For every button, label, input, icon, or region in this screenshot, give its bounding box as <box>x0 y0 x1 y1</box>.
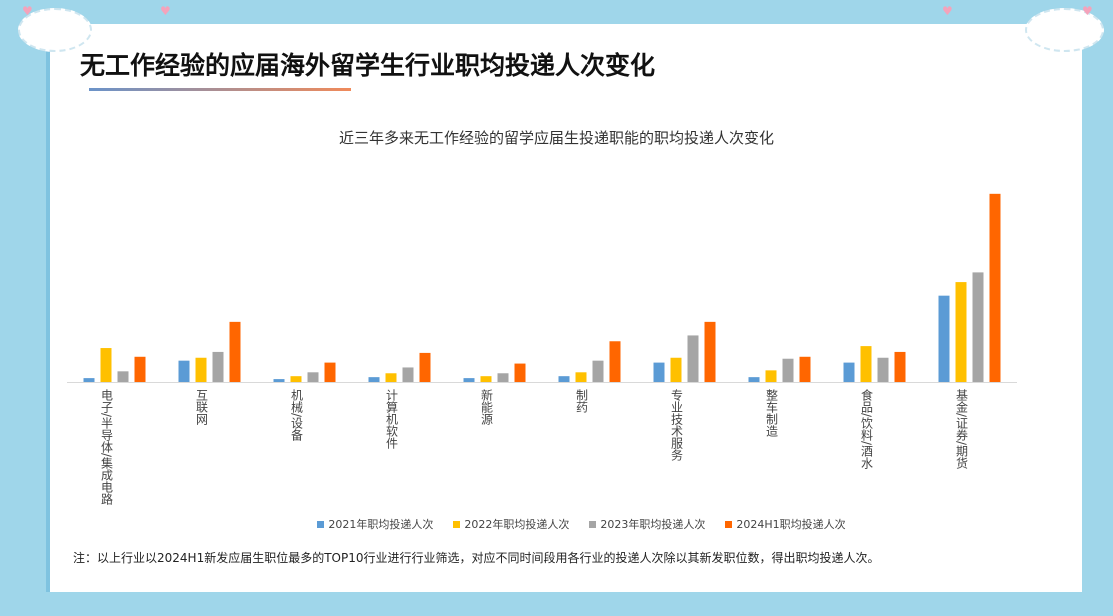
bar <box>653 362 665 382</box>
bar <box>273 379 285 382</box>
bar <box>402 367 414 382</box>
bar <box>497 373 509 382</box>
category-label: 基金/证券/期货 <box>954 389 969 470</box>
bar <box>938 295 950 382</box>
bar <box>799 356 811 382</box>
legend-swatch <box>453 521 461 528</box>
cloud-decoration-left <box>18 8 92 52</box>
page-title: 无工作经验的应届海外留学生行业职均投递人次变化 <box>80 51 656 80</box>
cloud-decoration-right <box>1025 8 1104 52</box>
bar <box>989 193 1001 382</box>
bar <box>307 372 319 382</box>
bar <box>212 351 224 382</box>
legend-swatch <box>725 521 733 528</box>
bar <box>195 357 207 382</box>
slide-card <box>46 24 1082 592</box>
category-label: 计算机软件 <box>384 389 399 449</box>
bar <box>290 376 302 382</box>
bar <box>860 346 872 382</box>
heart-icon: ♥ <box>22 4 33 18</box>
heart-icon: ♥ <box>160 4 171 18</box>
bar <box>100 348 112 382</box>
bar <box>843 362 855 382</box>
bar <box>480 376 492 382</box>
bar <box>229 321 241 382</box>
bar <box>955 282 967 382</box>
bar <box>463 378 475 382</box>
bar <box>324 362 336 382</box>
heart-icon: ♥ <box>1082 4 1093 18</box>
bar <box>592 360 604 382</box>
category-label: 制药 <box>574 389 589 413</box>
chart-title: 近三年多来无工作经验的留学应届生投递职能的职均投递人次变化 <box>338 129 774 147</box>
legend-label: 2022年职均投递人次 <box>464 518 570 531</box>
category-label: 互联网 <box>194 389 209 425</box>
bar <box>877 357 889 382</box>
bar <box>419 352 431 382</box>
legend-label: 2023年职均投递人次 <box>600 518 706 531</box>
bar <box>972 272 984 382</box>
bar <box>558 376 570 382</box>
legend-item: 2024H1职均投递人次 <box>725 516 846 532</box>
bar <box>514 363 526 382</box>
bar <box>687 335 699 382</box>
legend-swatch <box>317 521 325 528</box>
footnote: 注：以上行业以2024H1新发应届生职位最多的TOP10行业进行行业筛选，对应不… <box>73 551 880 565</box>
bar <box>83 378 95 382</box>
bar <box>117 371 129 382</box>
bar <box>894 351 906 382</box>
bar <box>748 377 760 382</box>
bar <box>670 357 682 382</box>
legend-swatch <box>589 521 597 528</box>
bar <box>368 377 380 382</box>
legend-item: 2023年职均投递人次 <box>589 516 705 532</box>
category-label: 新能源 <box>479 389 494 425</box>
title-underline <box>89 88 351 91</box>
category-label: 食品/饮料/酒水 <box>859 389 874 470</box>
category-label: 专业技术服务 <box>669 389 684 461</box>
legend-item: 2021年职均投递人次 <box>317 516 433 532</box>
bar <box>134 356 146 382</box>
bar <box>765 370 777 382</box>
bar <box>609 341 621 382</box>
category-label: 机械/设备 <box>289 389 304 442</box>
legend-item: 2022年职均投递人次 <box>453 516 569 532</box>
legend-label: 2024H1职均投递人次 <box>736 518 846 531</box>
bar <box>575 372 587 382</box>
chart-legend: 2021年职均投递人次 2022年职均投递人次 2023年职均投递人次 2024H1职… <box>0 516 1113 532</box>
bar <box>782 358 794 382</box>
bar <box>178 360 190 382</box>
category-label: 整车制造 <box>764 389 779 437</box>
legend-label: 2021年职均投递人次 <box>328 518 434 531</box>
category-label: 电子/半导体/集成电路 <box>99 389 114 506</box>
bar <box>385 373 397 382</box>
bar <box>704 321 716 382</box>
heart-icon: ♥ <box>942 4 953 18</box>
